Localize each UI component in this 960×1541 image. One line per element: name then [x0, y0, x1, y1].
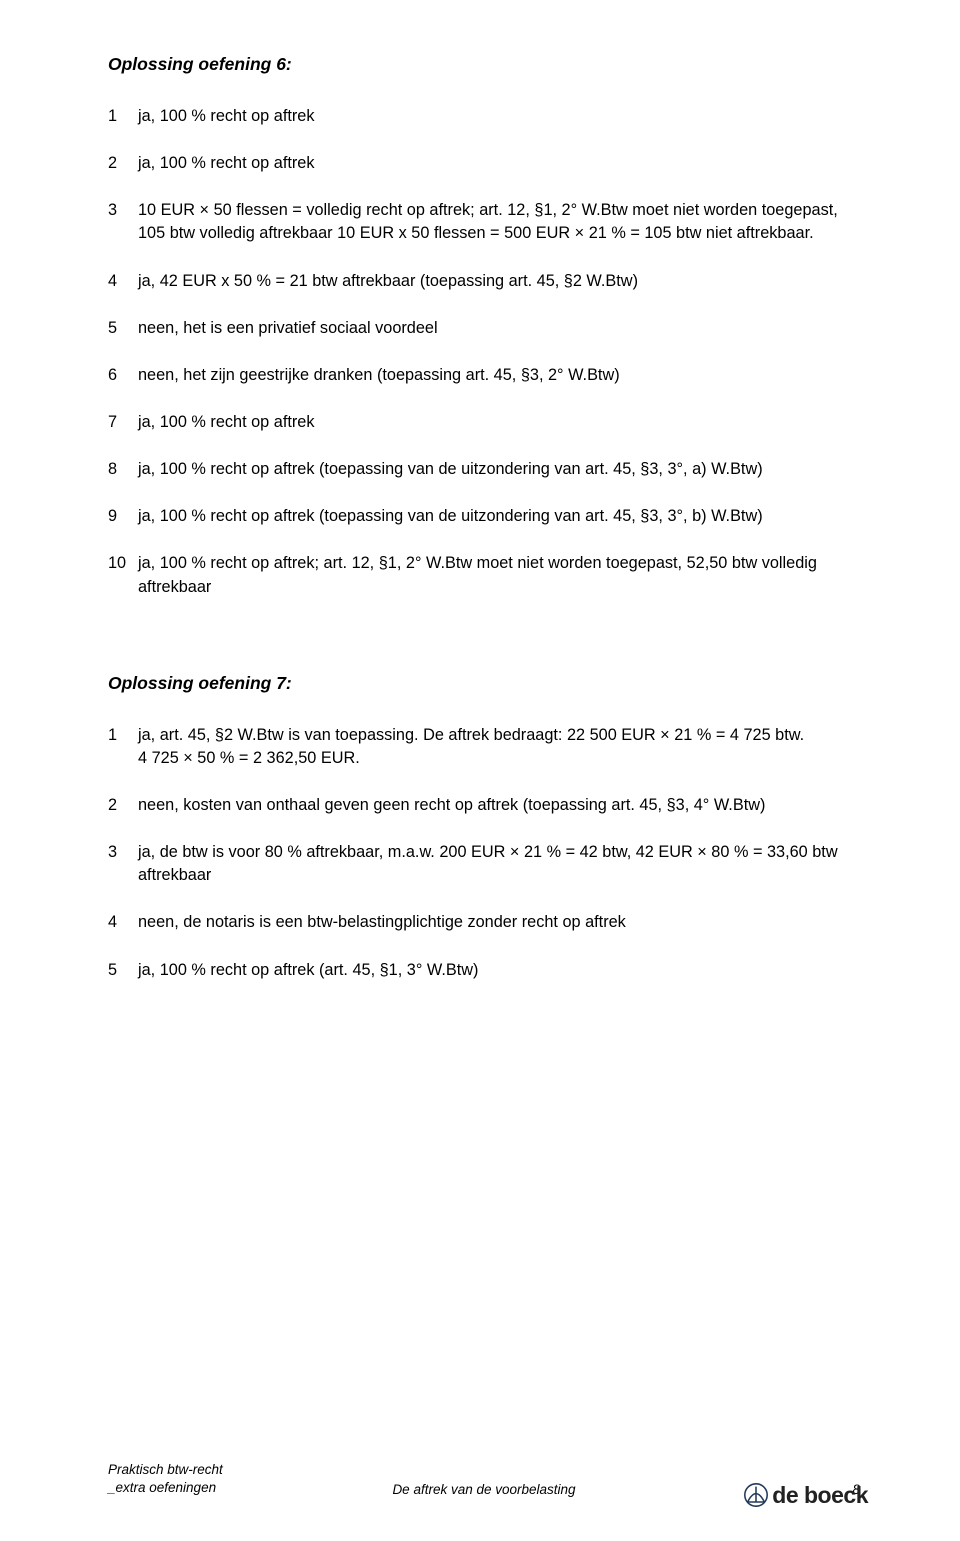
ex7-item-1: 1ja, art. 45, §2 W.Btw is van toepassing… — [108, 724, 860, 770]
item-number: 3 — [108, 841, 138, 887]
item-text: neen, het is een privatief sociaal voord… — [138, 317, 860, 340]
ex6-item-3: 310 EUR × 50 flessen = volledig recht op… — [108, 199, 860, 245]
item-number: 1 — [108, 105, 138, 128]
item-text: ja, 100 % recht op aftrek — [138, 411, 860, 434]
item-text: neen, kosten van onthaal geven geen rech… — [138, 794, 860, 817]
item-number: 5 — [108, 959, 138, 982]
ex6-item-1: 1ja, 100 % recht op aftrek — [108, 105, 860, 128]
ex7-item-2: 2neen, kosten van onthaal geven geen rec… — [108, 794, 860, 817]
item-text: ja, 100 % recht op aftrek — [138, 105, 860, 128]
item-number: 4 — [108, 911, 138, 934]
ex6-item-10: 10ja, 100 % recht op aftrek; art. 12, §1… — [108, 552, 860, 598]
exercise-6-heading: Oplossing oefening 6: — [108, 54, 860, 75]
item-number: 10 — [108, 552, 138, 598]
ex6-item-4: 4ja, 42 EUR x 50 % = 21 btw aftrekbaar (… — [108, 270, 860, 293]
item-number: 4 — [108, 270, 138, 293]
item-text: ja, 100 % recht op aftrek — [138, 152, 860, 175]
ex7-item-4: 4neen, de notaris is een btw-belastingpl… — [108, 911, 860, 934]
item-number: 9 — [108, 505, 138, 528]
publisher-logo: de boeck — [742, 1481, 868, 1509]
deboeck-logo-icon — [742, 1481, 770, 1509]
ex6-item-6: 6neen, het zijn geestrijke dranken (toep… — [108, 364, 860, 387]
item-number: 2 — [108, 794, 138, 817]
item-number: 6 — [108, 364, 138, 387]
item-text: ja, 100 % recht op aftrek (toepassing va… — [138, 458, 860, 481]
ex7-item-3: 3ja, de btw is voor 80 % aftrekbaar, m.a… — [108, 841, 860, 887]
item-text: ja, art. 45, §2 W.Btw is van toepassing.… — [138, 724, 860, 770]
item-text: ja, 100 % recht op aftrek (toepassing va… — [138, 505, 860, 528]
item-number: 1 — [108, 724, 138, 770]
item-number: 7 — [108, 411, 138, 434]
exercise-7-heading: Oplossing oefening 7: — [108, 673, 860, 694]
item-number: 5 — [108, 317, 138, 340]
ex7-item-5: 5ja, 100 % recht op aftrek (art. 45, §1,… — [108, 959, 860, 982]
ex6-item-2: 2ja, 100 % recht op aftrek — [108, 152, 860, 175]
item-number: 3 — [108, 199, 138, 245]
ex6-item-9: 9ja, 100 % recht op aftrek (toepassing v… — [108, 505, 860, 528]
item-text: ja, de btw is voor 80 % aftrekbaar, m.a.… — [138, 841, 860, 887]
item-text: ja, 100 % recht op aftrek; art. 12, §1, … — [138, 552, 860, 598]
item-number: 8 — [108, 458, 138, 481]
publisher-logo-text: de boeck — [772, 1482, 868, 1509]
ex6-item-7: 7ja, 100 % recht op aftrek — [108, 411, 860, 434]
item-text: neen, de notaris is een btw-belastingpli… — [138, 911, 860, 934]
item-text: ja, 100 % recht op aftrek (art. 45, §1, … — [138, 959, 860, 982]
item-number: 2 — [108, 152, 138, 175]
item-text: ja, 42 EUR x 50 % = 21 btw aftrekbaar (t… — [138, 270, 860, 293]
item-text: neen, het zijn geestrijke dranken (toepa… — [138, 364, 860, 387]
ex6-item-8: 8ja, 100 % recht op aftrek (toepassing v… — [108, 458, 860, 481]
item-text: 10 EUR × 50 flessen = volledig recht op … — [138, 199, 860, 245]
ex6-item-5: 5neen, het is een privatief sociaal voor… — [108, 317, 860, 340]
